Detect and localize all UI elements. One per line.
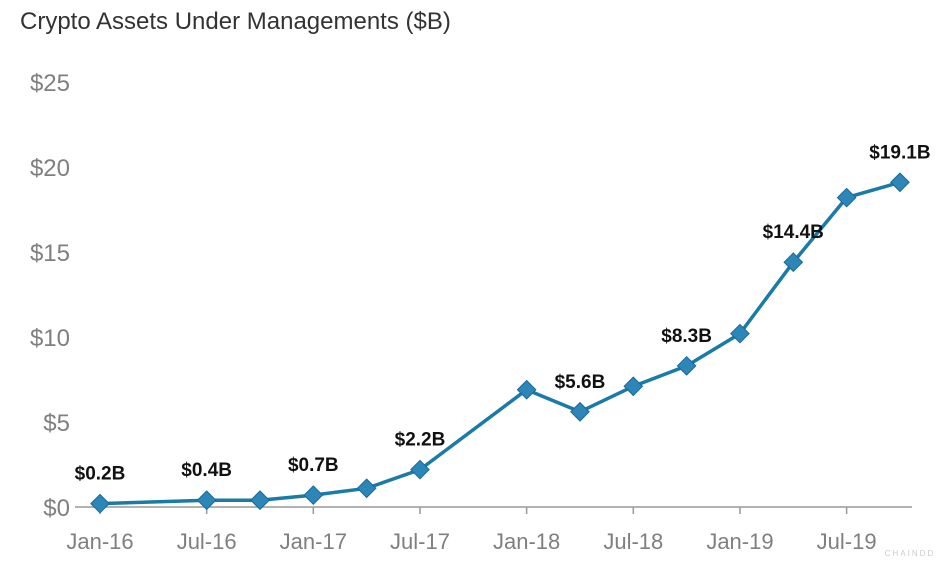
data-label: $19.1B: [869, 142, 930, 163]
y-tick-label: $25: [30, 70, 70, 97]
data-point-marker: [90, 493, 110, 514]
data-point-marker: [356, 478, 377, 499]
data-label: $0.4B: [181, 460, 232, 481]
x-tick-label: Jul-18: [603, 529, 663, 554]
data-point-marker: [303, 485, 324, 505]
x-tick-label: Jul-17: [390, 529, 450, 554]
y-tick-label: $0: [43, 495, 70, 522]
chart-title: Crypto Assets Under Managements ($B): [20, 8, 451, 35]
data-point-marker: [676, 356, 697, 376]
y-tick-label: $10: [30, 325, 70, 352]
data-point-marker: [570, 401, 590, 422]
data-label: $0.2B: [75, 464, 126, 485]
data-point-marker: [196, 490, 217, 511]
data-label: $14.4B: [763, 222, 824, 243]
x-tick-label: Jan-18: [493, 529, 560, 554]
data-point-marker: [623, 376, 644, 397]
data-point-marker: [516, 379, 537, 400]
x-tick-label: Jan-19: [706, 529, 773, 554]
data-point-marker: [410, 459, 430, 480]
data-label: $0.7B: [288, 455, 339, 476]
watermark-logo: CHAINDD: [885, 549, 935, 558]
data-label: $5.6B: [555, 372, 606, 393]
data-point-marker: [836, 187, 857, 208]
data-point-marker: [250, 490, 270, 511]
data-point-marker: [783, 252, 804, 273]
data-point-marker: [890, 172, 910, 193]
data-label: $8.3B: [661, 326, 712, 347]
data-point-marker: [730, 323, 750, 344]
y-tick-label: $15: [30, 240, 70, 267]
data-label: $2.2B: [395, 430, 446, 451]
x-tick-label: Jan-17: [280, 529, 347, 554]
y-tick-label: $5: [43, 410, 70, 437]
x-tick-label: Jan-16: [66, 529, 133, 554]
x-tick-label: Jul-16: [177, 529, 237, 554]
x-tick-label: Jul-19: [817, 529, 877, 554]
y-tick-label: $20: [30, 155, 70, 182]
